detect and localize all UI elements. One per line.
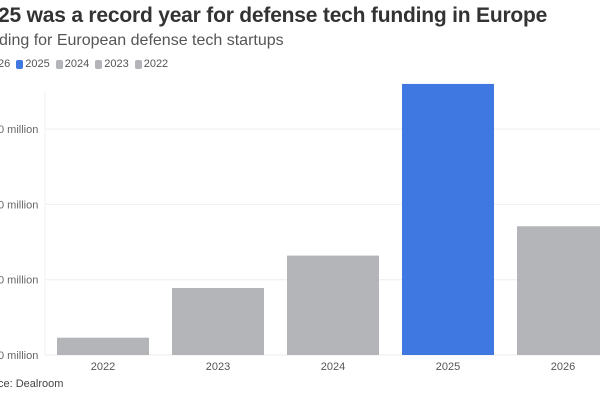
bar-2026 bbox=[517, 226, 600, 355]
x-tick-label: 2025 bbox=[436, 361, 460, 373]
x-tick-label: 2023 bbox=[206, 361, 230, 373]
legend-label: 2025 bbox=[25, 58, 50, 70]
legend: 26 2025 2024 2023 2022 bbox=[0, 58, 168, 70]
legend-swatch bbox=[95, 59, 103, 69]
legend-label: 2022 bbox=[143, 58, 169, 70]
legend-swatch bbox=[134, 59, 142, 69]
source-note: ce: Dealroom bbox=[0, 378, 64, 390]
legend-item: 26 bbox=[0, 58, 10, 70]
legend-label: 2024 bbox=[64, 58, 90, 70]
legend-label: 26 bbox=[0, 58, 11, 70]
bar-2024 bbox=[287, 255, 379, 355]
x-tick-label: 2026 bbox=[551, 361, 575, 373]
y-tick-label: 0 million bbox=[0, 199, 38, 211]
bar-2025 bbox=[402, 83, 494, 356]
legend-item: 2025 bbox=[16, 58, 50, 70]
x-tick-label: 2022 bbox=[91, 361, 115, 373]
legend-swatch bbox=[55, 59, 63, 69]
legend-label: 2023 bbox=[104, 58, 129, 70]
chart-title: 25 was a record year for defense tech fu… bbox=[0, 4, 548, 27]
chart-subtitle: ding for European defense tech startups bbox=[0, 32, 284, 49]
x-tick-label: 2024 bbox=[321, 361, 345, 373]
legend-item: 2024 bbox=[55, 58, 90, 70]
legend-item: 2023 bbox=[95, 58, 129, 70]
legend-swatch bbox=[16, 59, 24, 69]
y-tick-label: 0 million bbox=[0, 275, 38, 287]
bar-2022 bbox=[57, 337, 149, 355]
y-tick-label: 0 million bbox=[0, 350, 38, 362]
legend-item: 2022 bbox=[134, 58, 169, 70]
bar-2023 bbox=[172, 287, 264, 355]
y-tick-label: 0 million bbox=[0, 124, 38, 136]
